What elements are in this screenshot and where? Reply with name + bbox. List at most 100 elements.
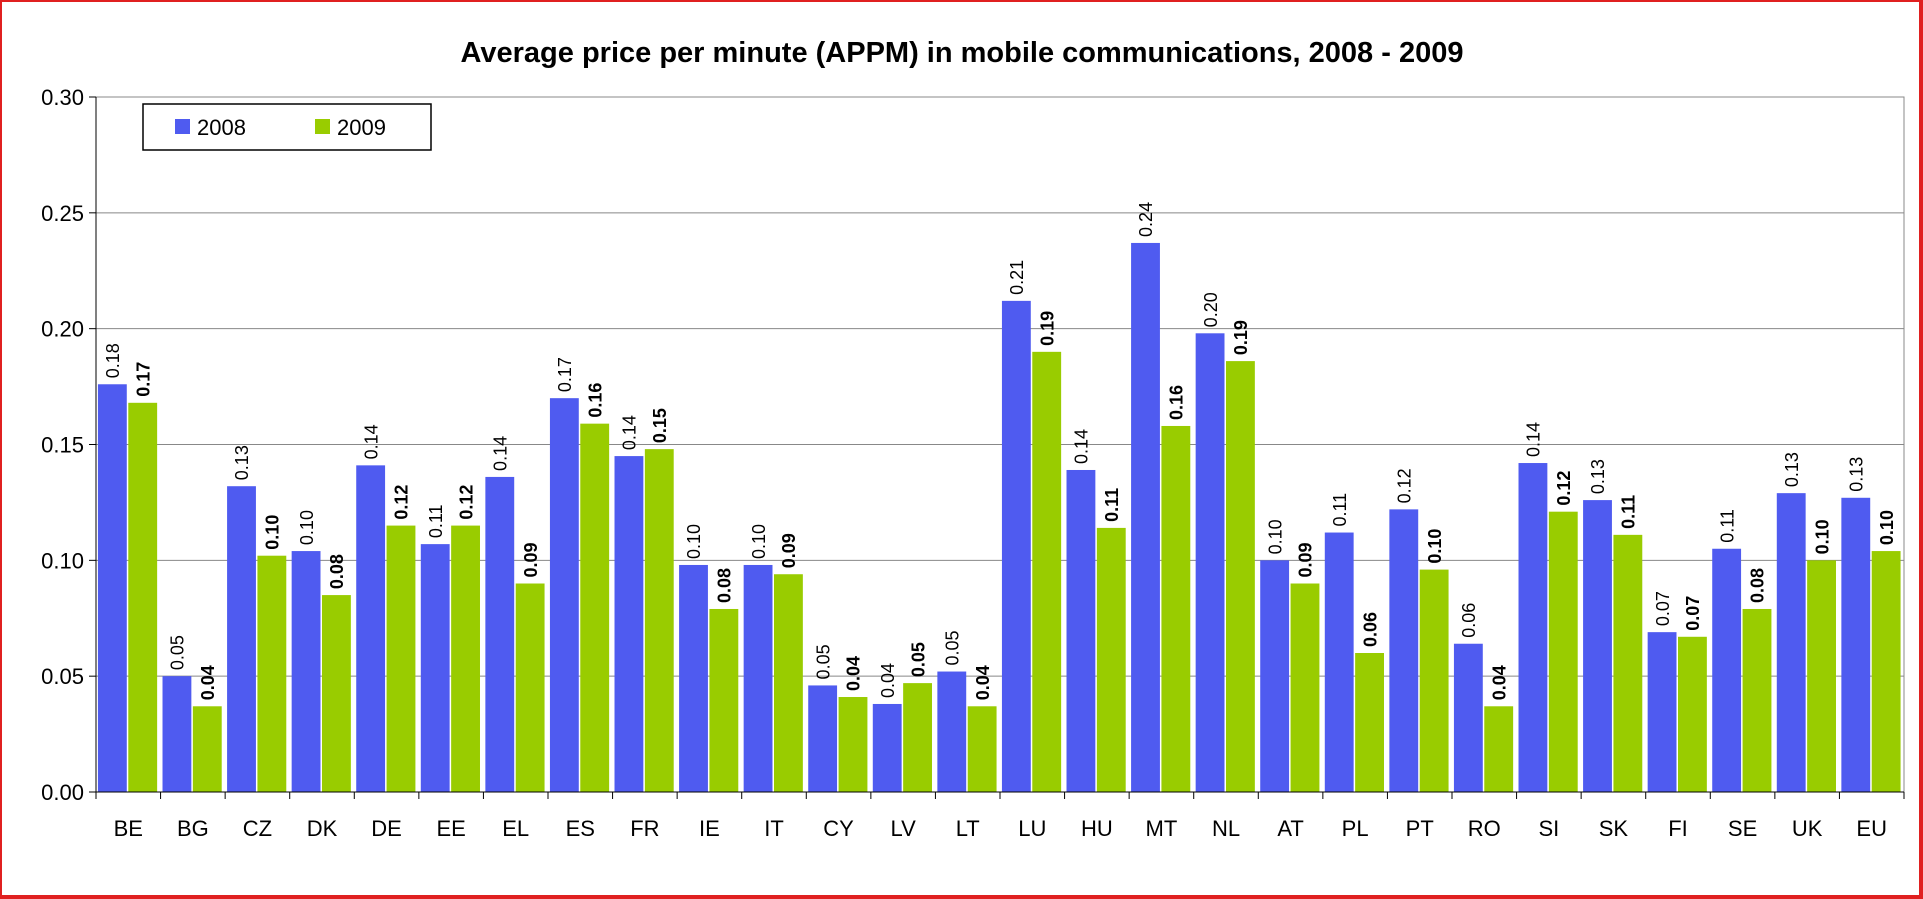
bar-2008 — [1776, 493, 1806, 792]
bar-2008 — [1001, 300, 1031, 792]
data-label-2008: 0.14 — [620, 415, 640, 450]
data-label-2009: 0.04 — [844, 656, 864, 691]
data-label-2009: 0.15 — [650, 408, 670, 443]
legend-box — [142, 103, 432, 151]
x-tick-label: EE — [436, 816, 465, 841]
bar-2008 — [1518, 463, 1548, 792]
data-label-2009: 0.08 — [1748, 568, 1768, 603]
y-tick-label: 0.30 — [41, 85, 84, 110]
data-label-2009: 0.17 — [133, 362, 153, 397]
data-label-2008: 0.21 — [1007, 260, 1027, 295]
bar-2008 — [485, 476, 515, 792]
x-axis: BE BG CZ DK DE EE EL ES FR IE IT CY LV LT LU HU MT NL AT PL… — [95, 791, 1905, 841]
data-label-2008: 0.12 — [1395, 468, 1415, 503]
bar-2009 — [1032, 351, 1062, 792]
bar-2008 — [1131, 242, 1160, 792]
data-label-2008: 0.10 — [1265, 519, 1285, 554]
x-tick-label: SE — [1728, 816, 1757, 841]
bar-2008 — [420, 544, 450, 792]
x-tick-label: CZ — [243, 816, 272, 841]
x-tick-label: SI — [1538, 816, 1559, 841]
data-label-2008: 0.14 — [1524, 422, 1544, 457]
bar-2008 — [227, 486, 256, 792]
data-label-2008: 0.17 — [555, 357, 575, 392]
data-label-2009: 0.10 — [1425, 529, 1445, 564]
data-label-2009: 0.19 — [1037, 311, 1057, 346]
data-label-2008: 0.13 — [1588, 459, 1608, 494]
data-label-2008: 0.14 — [361, 424, 381, 459]
x-tick-label: DK — [307, 816, 338, 841]
bar-2008 — [1453, 643, 1483, 792]
bar-2008 — [1260, 560, 1290, 792]
bar-2009 — [1548, 511, 1578, 792]
data-label-2009: 0.04 — [973, 665, 993, 700]
data-label-2008: 0.11 — [1330, 493, 1350, 527]
x-tick-label: PL — [1342, 816, 1369, 841]
bar-2009 — [644, 449, 674, 792]
bar-2009 — [128, 402, 158, 792]
data-label-2009: 0.16 — [585, 383, 605, 418]
data-label-2008: 0.10 — [749, 524, 769, 559]
y-tick-label: 0.05 — [41, 664, 84, 689]
bar-2008 — [679, 564, 708, 792]
bar-2009 — [322, 595, 351, 792]
data-label-2008: 0.14 — [1072, 429, 1092, 464]
y-tick-label: 0.10 — [41, 548, 84, 573]
bar-2008 — [614, 456, 644, 792]
data-label-2009: 0.10 — [263, 515, 283, 550]
bar-2009 — [903, 683, 932, 792]
data-label-2008: 0.13 — [1847, 457, 1867, 492]
x-tick-label: LT — [956, 816, 980, 841]
bar-2009 — [838, 697, 868, 792]
legend-label: 2008 — [197, 115, 246, 140]
chart-title: Average price per minute (APPM) in mobil… — [461, 37, 1464, 69]
data-label-2008: 0.05 — [168, 635, 188, 670]
bar-2009 — [1161, 425, 1191, 792]
data-label-2009: 0.06 — [1360, 612, 1380, 647]
data-label-2009: 0.12 — [392, 485, 412, 520]
y-axis: 0.00 0.05 0.10 0.15 0.20 0.25 0.30 — [41, 85, 97, 805]
y-tick-label: 0.15 — [41, 433, 84, 458]
x-tick-label: HU — [1081, 816, 1113, 841]
bar-2009 — [1290, 583, 1320, 792]
data-label-2009: 0.09 — [521, 542, 541, 577]
bar-2009 — [774, 574, 803, 792]
data-label-2009: 0.09 — [1296, 542, 1316, 577]
bar-2008 — [291, 551, 321, 792]
x-tick-label: BE — [114, 816, 143, 841]
bar-2009 — [709, 608, 739, 792]
bar-2008 — [1389, 509, 1419, 792]
x-tick-label: CY — [823, 816, 854, 841]
x-tick-label: FR — [630, 816, 659, 841]
x-tick-label: EL — [502, 816, 529, 841]
data-label-2009: 0.19 — [1231, 320, 1251, 355]
data-label-2009: 0.12 — [1554, 471, 1574, 506]
data-label-2008: 0.10 — [297, 510, 317, 545]
data-label-2008: 0.13 — [1782, 452, 1802, 487]
x-tick-label: FI — [1668, 816, 1688, 841]
x-tick-label: UK — [1792, 816, 1823, 841]
bar-2008 — [162, 676, 192, 792]
data-labels: 0.18 0.17 0.05 0.04 0.13 0.10 0.10 0.08 0.14 0.12… — [103, 202, 1897, 700]
x-tick-label: ES — [566, 816, 595, 841]
x-tick-label: EU — [1856, 816, 1887, 841]
data-label-2008: 0.24 — [1136, 202, 1156, 237]
legend-swatch — [175, 119, 190, 134]
data-label-2008: 0.05 — [943, 630, 963, 665]
y-tick-label: 0.00 — [41, 780, 84, 805]
bar-2008 — [1647, 632, 1677, 792]
y-tick-label: 0.25 — [41, 201, 84, 226]
x-tick-label: IE — [699, 816, 720, 841]
bar-2008 — [1583, 500, 1612, 792]
bar-2009 — [1096, 527, 1126, 792]
data-label-2008: 0.04 — [878, 663, 898, 698]
data-label-2009: 0.11 — [1619, 495, 1639, 529]
bar-2008 — [1712, 548, 1742, 792]
bar-2009 — [1484, 706, 1514, 792]
legend: 2008 2009 — [142, 103, 432, 151]
bar-2008 — [356, 465, 386, 792]
data-label-2008: 0.07 — [1653, 591, 1673, 626]
bar-2008 — [97, 384, 127, 792]
x-tick-label: AT — [1277, 816, 1303, 841]
